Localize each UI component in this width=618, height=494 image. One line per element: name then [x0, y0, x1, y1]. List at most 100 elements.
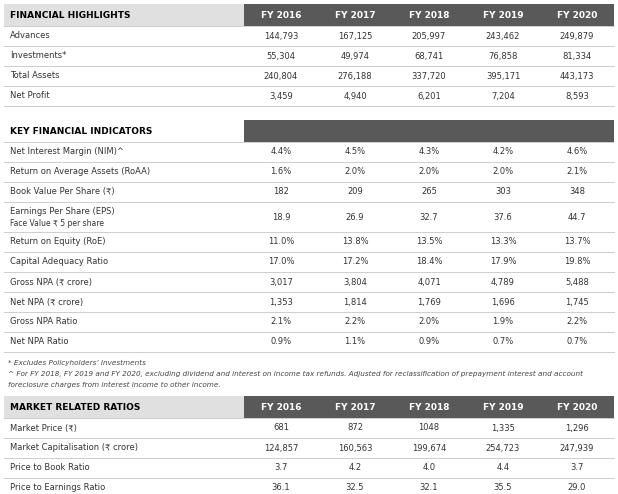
Text: 0.9%: 0.9% [418, 337, 439, 346]
Text: 76,858: 76,858 [488, 51, 518, 60]
Text: 2.0%: 2.0% [493, 167, 514, 176]
Text: 2.0%: 2.0% [418, 167, 439, 176]
Text: Gross NPA (₹ crore): Gross NPA (₹ crore) [10, 278, 92, 287]
Text: Earnings Per Share (EPS): Earnings Per Share (EPS) [10, 207, 114, 216]
Text: FY 2020: FY 2020 [557, 10, 597, 19]
Bar [392, 396, 466, 418]
Text: 4.2: 4.2 [349, 463, 362, 472]
Bar [540, 4, 614, 26]
Bar [392, 120, 466, 142]
Bar [4, 46, 614, 66]
Text: 681: 681 [273, 423, 289, 433]
Text: 2.1%: 2.1% [271, 318, 292, 327]
Text: 1,353: 1,353 [269, 297, 293, 306]
Text: 44.7: 44.7 [568, 212, 586, 221]
Text: 6,201: 6,201 [417, 91, 441, 100]
Text: 303: 303 [495, 188, 511, 197]
Text: Advances: Advances [10, 32, 51, 41]
Text: 872: 872 [347, 423, 363, 433]
Text: 5,488: 5,488 [565, 278, 589, 287]
Text: 1.1%: 1.1% [344, 337, 366, 346]
Text: 167,125: 167,125 [338, 32, 372, 41]
Text: 13.7%: 13.7% [564, 238, 590, 247]
Text: FY 2017: FY 2017 [335, 403, 375, 412]
Bar [318, 396, 392, 418]
Bar [4, 66, 614, 86]
Text: 35.5: 35.5 [494, 484, 512, 493]
Bar [4, 396, 244, 418]
Text: 13.5%: 13.5% [416, 238, 442, 247]
Text: Net NPA Ratio: Net NPA Ratio [10, 337, 69, 346]
Text: 2.0%: 2.0% [344, 167, 366, 176]
Text: 144,793: 144,793 [264, 32, 298, 41]
Bar [244, 396, 318, 418]
Bar [392, 4, 466, 26]
Text: Net Profit: Net Profit [10, 91, 49, 100]
Text: KEY FINANCIAL INDICATORS: KEY FINANCIAL INDICATORS [10, 126, 153, 135]
Text: 337,720: 337,720 [412, 72, 446, 81]
Bar [4, 26, 614, 46]
Text: 0.7%: 0.7% [493, 337, 514, 346]
Text: 240,804: 240,804 [264, 72, 298, 81]
Text: 13.8%: 13.8% [342, 238, 368, 247]
Bar [4, 332, 614, 352]
Text: 7,204: 7,204 [491, 91, 515, 100]
Text: 1,745: 1,745 [565, 297, 589, 306]
Text: Return on Equity (RoE): Return on Equity (RoE) [10, 238, 106, 247]
Text: 3,017: 3,017 [269, 278, 293, 287]
Text: 4.6%: 4.6% [566, 148, 588, 157]
Text: 32.5: 32.5 [345, 484, 364, 493]
Text: 348: 348 [569, 188, 585, 197]
Text: Market Capitalisation (₹ crore): Market Capitalisation (₹ crore) [10, 444, 138, 453]
Text: 1,296: 1,296 [565, 423, 589, 433]
Text: 182: 182 [273, 188, 289, 197]
Bar [4, 86, 614, 106]
Text: 1,769: 1,769 [417, 297, 441, 306]
Text: FY 2018: FY 2018 [408, 403, 449, 412]
Text: 4.5%: 4.5% [344, 148, 366, 157]
Bar [4, 272, 614, 292]
Bar [4, 162, 614, 182]
Text: 3,459: 3,459 [269, 91, 293, 100]
Text: ^ For FY 2018, FY 2019 and FY 2020, excluding dividend and interest on income ta: ^ For FY 2018, FY 2019 and FY 2020, excl… [8, 371, 583, 377]
Bar [466, 396, 540, 418]
Text: 3.7: 3.7 [570, 463, 583, 472]
Text: 0.7%: 0.7% [566, 337, 588, 346]
Bar [4, 142, 614, 162]
Text: 4,940: 4,940 [343, 91, 367, 100]
Text: 0.9%: 0.9% [271, 337, 292, 346]
Text: 4,789: 4,789 [491, 278, 515, 287]
Bar [4, 458, 614, 478]
Text: 1,814: 1,814 [343, 297, 367, 306]
Bar [4, 478, 614, 494]
Bar [4, 182, 614, 202]
Text: Book Value Per Share (₹): Book Value Per Share (₹) [10, 188, 114, 197]
Text: 3.7: 3.7 [274, 463, 288, 472]
Text: 265: 265 [421, 188, 437, 197]
Text: Price to Earnings Ratio: Price to Earnings Ratio [10, 484, 105, 493]
Text: Face Value ₹ 5 per share: Face Value ₹ 5 per share [10, 218, 104, 228]
Text: 8,593: 8,593 [565, 91, 589, 100]
Text: 1,335: 1,335 [491, 423, 515, 433]
Text: 2.2%: 2.2% [344, 318, 366, 327]
Text: Price to Book Ratio: Price to Book Ratio [10, 463, 90, 472]
Text: * Excludes Policyholders’ Investments: * Excludes Policyholders’ Investments [8, 360, 146, 366]
Text: Net NPA (₹ crore): Net NPA (₹ crore) [10, 297, 83, 306]
Text: Market Price (₹): Market Price (₹) [10, 423, 77, 433]
Text: 18.4%: 18.4% [416, 257, 442, 266]
Text: FINANCIAL HIGHLIGHTS: FINANCIAL HIGHLIGHTS [10, 10, 130, 19]
Text: 3,804: 3,804 [343, 278, 367, 287]
Bar [4, 120, 244, 142]
Text: 4.4: 4.4 [496, 463, 510, 472]
Text: 68,741: 68,741 [415, 51, 444, 60]
Text: 4.0: 4.0 [423, 463, 436, 472]
Text: 11.0%: 11.0% [268, 238, 294, 247]
Text: Gross NPA Ratio: Gross NPA Ratio [10, 318, 77, 327]
Text: Net Interest Margin (NIM)^: Net Interest Margin (NIM)^ [10, 148, 124, 157]
Text: 1.9%: 1.9% [493, 318, 514, 327]
Text: 32.7: 32.7 [420, 212, 438, 221]
Text: Total Assets: Total Assets [10, 72, 59, 81]
Text: FY 2019: FY 2019 [483, 403, 523, 412]
Text: 17.9%: 17.9% [489, 257, 516, 266]
Text: Investments*: Investments* [10, 51, 66, 60]
